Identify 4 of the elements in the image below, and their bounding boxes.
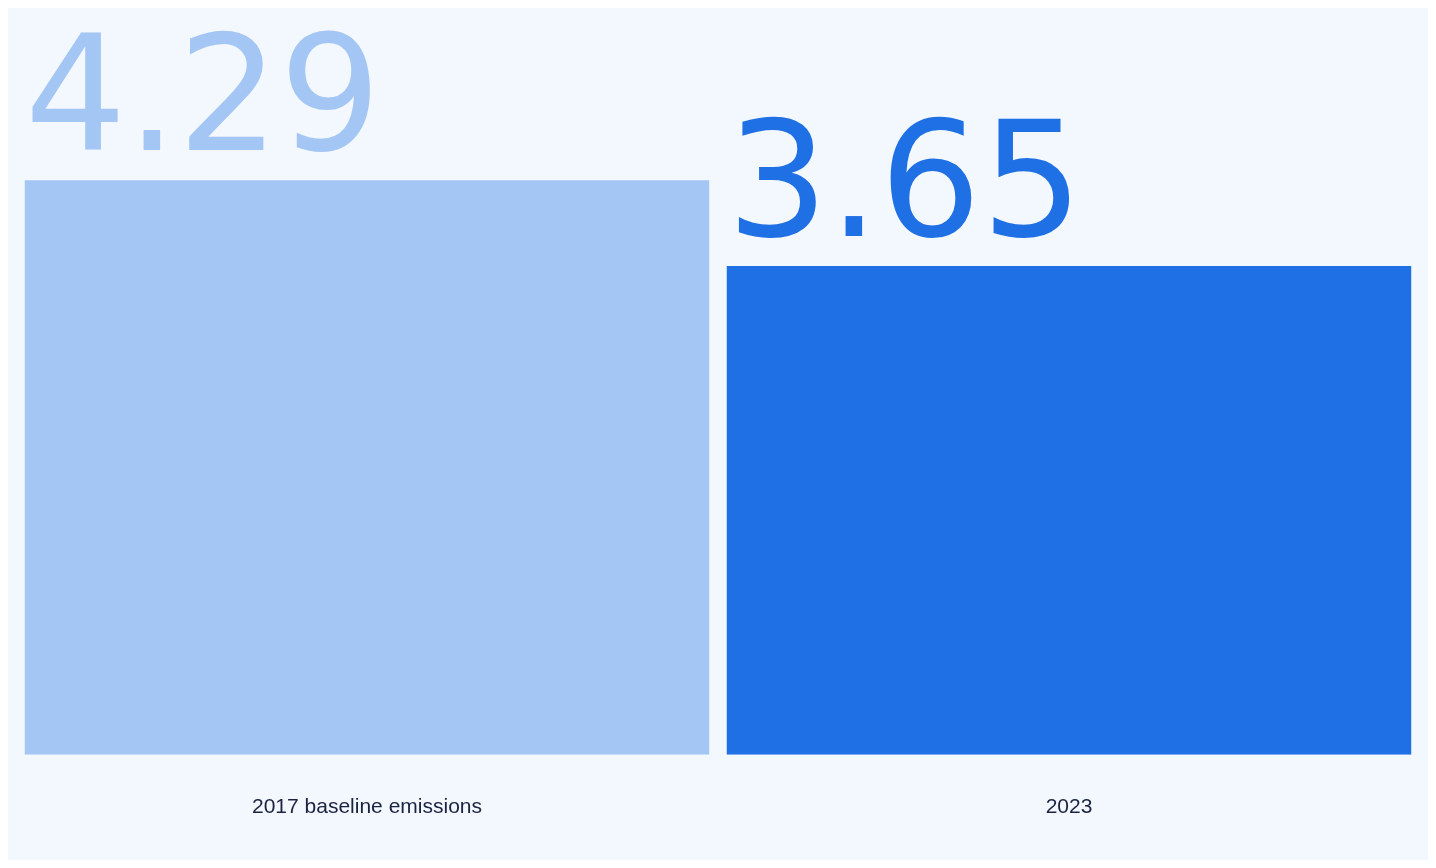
data-label: 3.65	[726, 87, 1084, 275]
x-tick-label: 2023	[1045, 794, 1093, 818]
x-tick-label: 2017 baseline emissions	[252, 794, 482, 818]
data-label: 4.29	[24, 1, 382, 189]
